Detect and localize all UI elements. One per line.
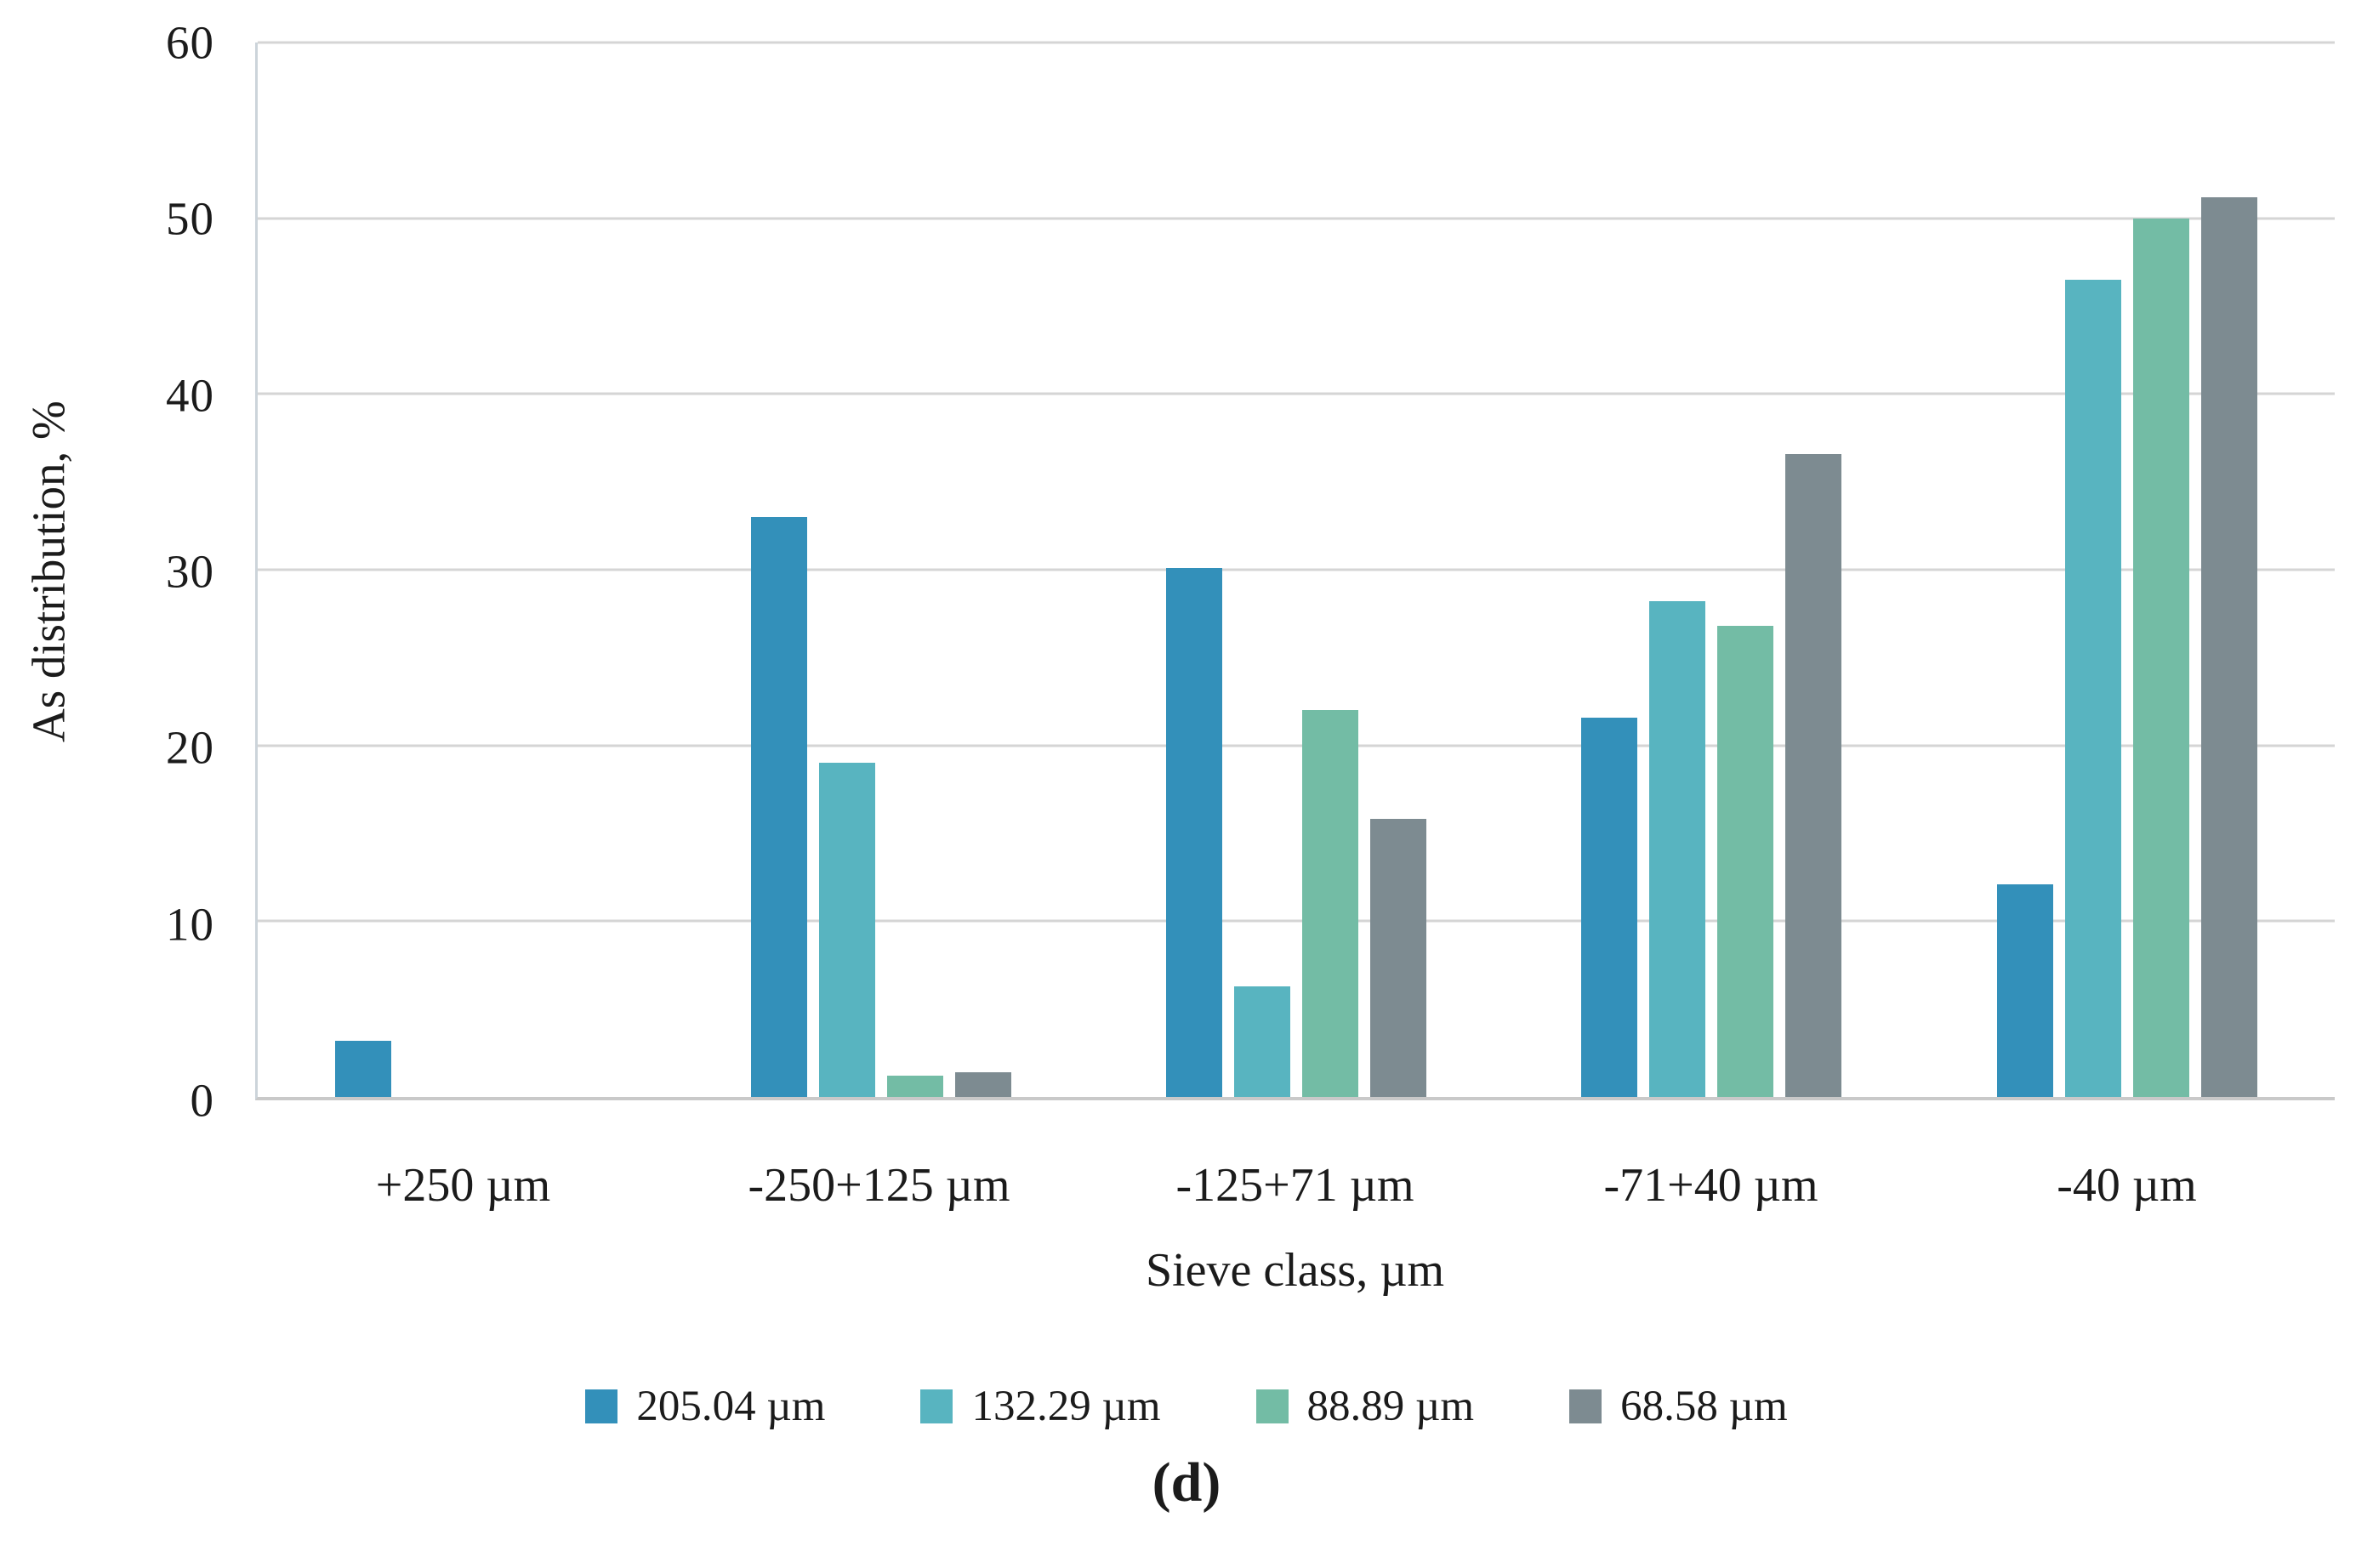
- bar-group-4: [1504, 43, 1919, 1097]
- gridline-50: [258, 217, 2335, 220]
- gridline-10: [258, 919, 2335, 923]
- bar-132.29um-3: [1234, 986, 1291, 1097]
- bar-group-1: [258, 43, 673, 1097]
- bar-group-3: [1089, 43, 1504, 1097]
- legend-item: 68.58 µm: [1569, 1382, 1788, 1431]
- x-tick-label-1: +250 µm: [375, 1159, 551, 1212]
- y-tick-label-60: 60: [166, 16, 214, 69]
- x-tick-label-4: -71+40 µm: [1603, 1159, 1818, 1212]
- legend-item: 205.04 µm: [585, 1382, 825, 1431]
- bar-132.29um-4: [1649, 601, 1706, 1097]
- y-tick-label-0: 0: [190, 1074, 214, 1127]
- y-tick-label-20: 20: [166, 721, 214, 774]
- y-tick-label-40: 40: [166, 369, 214, 422]
- legend-label: 88.89 µm: [1306, 1383, 1475, 1430]
- bar-205.04um-1: [335, 1040, 392, 1097]
- bar-132.29um-5: [2064, 280, 2121, 1097]
- bar-88.89um-5: [2132, 218, 2189, 1097]
- bar-88.89um-4: [1717, 626, 1774, 1097]
- y-axis-tick-labels: 0 10 20 30 40 50 60: [0, 17, 214, 1127]
- y-tick-label-10: 10: [166, 898, 214, 951]
- bar-132.29um-2: [818, 763, 875, 1097]
- bar-groups: [258, 43, 2335, 1097]
- legend-item: 88.89 µm: [1255, 1382, 1475, 1431]
- x-axis-title: Sieve class, µm: [1145, 1244, 1445, 1297]
- plot-area: [255, 41, 2335, 1100]
- x-tick-label-2: -250+125 µm: [748, 1159, 1010, 1212]
- x-axis-tick-labels: +250 µm -250+125 µm -125+71 µm -71+40 µm -40…: [255, 1158, 2335, 1213]
- gridline-30: [258, 568, 2335, 571]
- gridline-60: [258, 41, 2335, 44]
- bar-68.58um-5: [2200, 196, 2257, 1097]
- legend-label: 205.04 µm: [636, 1383, 826, 1430]
- legend-label: 68.58 µm: [1620, 1383, 1788, 1430]
- bar-68.58um-3: [1370, 819, 1427, 1097]
- bar-205.04um-3: [1166, 567, 1223, 1097]
- bar-group-5: [1920, 43, 2335, 1097]
- bar-205.04um-2: [750, 517, 807, 1097]
- y-tick-label-30: 30: [166, 545, 214, 598]
- bar-205.04um-4: [1581, 717, 1638, 1097]
- figure-caption: (d): [1152, 1452, 1221, 1514]
- legend-swatch-icon: [1255, 1389, 1289, 1423]
- bar-68.58um-4: [1785, 453, 1842, 1097]
- gridline-40: [258, 392, 2335, 395]
- legend-swatch-icon: [585, 1389, 618, 1423]
- legend-item: 132.29 µm: [920, 1382, 1161, 1431]
- bar-group-2: [673, 43, 1088, 1097]
- y-tick-label-50: 50: [166, 192, 214, 245]
- bar-205.04um-5: [1996, 883, 2053, 1097]
- gridline-20: [258, 744, 2335, 747]
- x-tick-label-5: -40 µm: [2057, 1159, 2197, 1212]
- legend-swatch-icon: [1569, 1389, 1602, 1423]
- legend-label: 132.29 µm: [971, 1383, 1161, 1430]
- bar-88.89um-3: [1302, 710, 1359, 1097]
- bar-88.89um-2: [886, 1076, 943, 1097]
- legend-swatch-icon: [920, 1389, 953, 1423]
- legend: 205.04 µm 132.29 µm 88.89 µm 68.58 µm: [0, 1379, 2373, 1434]
- x-tick-label-3: -125+71 µm: [1175, 1159, 1414, 1212]
- bar-68.58um-2: [954, 1072, 1011, 1097]
